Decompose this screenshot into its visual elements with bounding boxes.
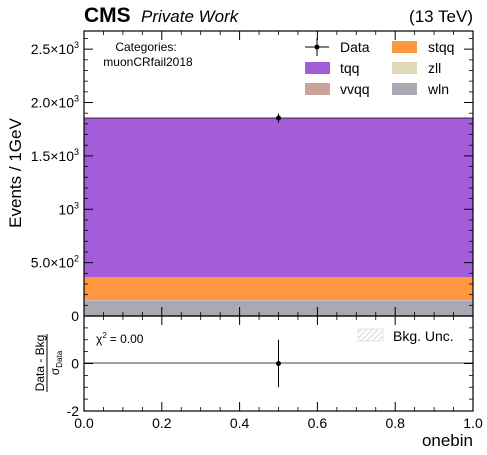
bkg-unc-legend-swatch — [357, 328, 384, 342]
private-work-label: Private Work — [141, 7, 240, 26]
ratio-x-tick-label: 0.8 — [385, 415, 405, 431]
ratio-x-axis: 0.0 0.2 0.4 0.6 0.8 1.0 — [74, 316, 483, 431]
ratio-x-tick-label: 1.0 — [463, 415, 483, 431]
legend-wln-swatch — [392, 83, 417, 95]
x-axis-label: onebin — [422, 431, 473, 450]
legend-zll-swatch — [392, 62, 417, 74]
legend-stqq-swatch — [392, 41, 417, 53]
main-legend: Data stqq tqq zll vvqq wln — [305, 38, 454, 97]
legend-data-label: Data — [340, 39, 370, 55]
categories-box: Categories: muonCRfail2018 — [103, 40, 193, 69]
main-y-tick-label: 2.0×103 — [31, 94, 79, 111]
ratio-point — [276, 361, 281, 366]
data-points — [276, 113, 281, 123]
legend-stqq-label: stqq — [428, 39, 454, 55]
main-y-tick-label: 1.5×103 — [31, 147, 79, 164]
chi2-annotation: χ2 = 0.00 — [96, 331, 144, 346]
data-point — [276, 115, 281, 121]
ratio-x-tick-label: 0.0 — [74, 415, 94, 431]
main-y-axis-label: Events / 1GeV — [6, 118, 25, 228]
ratio-plot-panel: 0.0 0.2 0.4 0.6 0.8 1.0 -2 0 Data - Bkg σData … — [33, 315, 483, 450]
categories-title: Categories: — [115, 40, 176, 54]
main-y-tick-label: 2.5×103 — [31, 40, 79, 57]
ratio-x-tick-label: 0.2 — [152, 415, 172, 431]
ratio-y-axis: -2 0 — [67, 315, 473, 419]
legend-vvqq-label: vvqq — [340, 81, 370, 97]
chi2-power: 2 — [102, 331, 107, 340]
ratio-x-tick-label: 0.6 — [308, 415, 328, 431]
main-y-zero-label: 0 — [71, 308, 79, 324]
categories-name: muonCRfail2018 — [103, 55, 193, 69]
ratio-points — [276, 339, 281, 388]
main-y-tick-label: 5.0×102 — [31, 254, 79, 271]
stacked-histogram — [84, 117, 473, 316]
bar-stqq — [84, 277, 473, 300]
legend-tqq-label: tqq — [340, 60, 359, 76]
ratio-y-axis-label: Data - Bkg σData — [33, 334, 64, 392]
bar-tqq — [84, 117, 473, 278]
legend-tqq-swatch — [305, 62, 330, 74]
ratio-y-label-sigma: σ — [48, 367, 62, 375]
chi2-value: = 0.00 — [110, 332, 144, 346]
ratio-y-label-subscript: Data — [55, 350, 64, 367]
main-y-axis: 5.0×102 103 1.5×103 2.0×103 2.5×103 0 — [31, 38, 473, 324]
chi2-symbol: χ — [96, 332, 103, 346]
legend-vvqq-swatch — [305, 83, 330, 95]
ratio-y-label-denominator: σData — [48, 350, 64, 375]
bkg-unc-legend-label: Bkg. Unc. — [393, 328, 454, 344]
cms-label: CMS — [84, 4, 131, 27]
ratio-x-tick-label: 0.4 — [230, 415, 250, 431]
legend-zll-label: zll — [428, 60, 441, 76]
main-x-ticks — [83, 31, 474, 316]
ratio-y-tick-label: 0 — [71, 356, 79, 372]
ratio-y-label-numerator: Data - Bkg — [33, 335, 47, 392]
main-y-tick-label: 103 — [58, 200, 79, 217]
ratio-y-tick-label: -2 — [67, 403, 80, 419]
main-plot-panel: 5.0×102 103 1.5×103 2.0×103 2.5×103 0 Events … — [6, 30, 474, 324]
energy-label: (13 TeV) — [409, 7, 473, 26]
legend-wln-label: wln — [427, 81, 449, 97]
legend-data-marker-dot — [314, 44, 320, 50]
